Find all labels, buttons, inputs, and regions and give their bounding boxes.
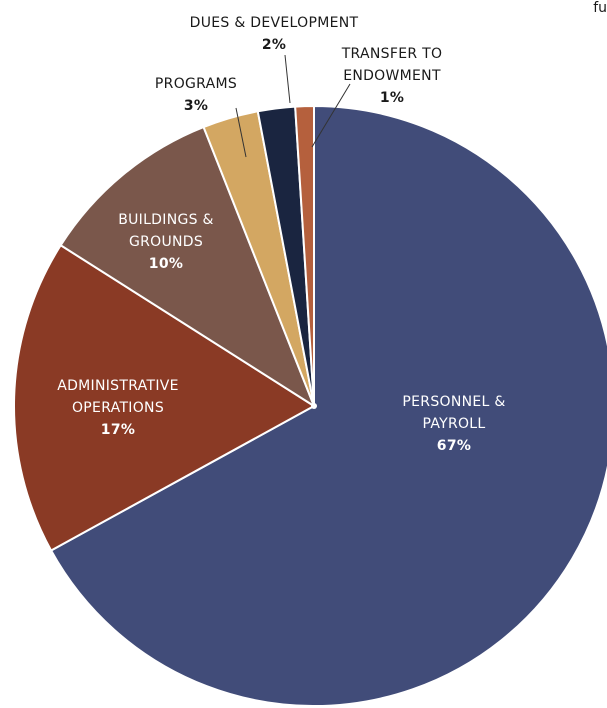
leader-line-3 <box>235 107 247 158</box>
slice-label-3: PROGRAMS 3% <box>155 76 237 114</box>
slice-label-5: TRANSFER TO ENDOWMENT 1% <box>341 46 443 106</box>
pie-slice-5 <box>294 104 315 407</box>
slice-value-5: 1% <box>380 90 404 106</box>
slice-value-2: 10% <box>149 256 183 272</box>
pie-center-dot <box>311 403 317 409</box>
slice-label-0: PERSONNEL & PAYROLL 67% <box>402 394 505 454</box>
leader-line-5 <box>311 83 351 148</box>
slice-value-4: 2% <box>262 37 286 53</box>
slice-value-0: 67% <box>437 438 471 454</box>
slice-value-1: 17% <box>101 422 135 438</box>
pie-slice-0 <box>49 104 607 707</box>
slice-label-4: DUES & DEVELOPMENT 2% <box>190 15 359 53</box>
corner-text-fragment: fu <box>593 0 607 16</box>
slice-label-1: ADMINISTRATIVE OPERATIONS 17% <box>57 378 179 438</box>
slice-label-2: BUILDINGS & GROUNDS 10% <box>118 212 214 272</box>
pie-slice-2 <box>59 125 317 409</box>
pie-slice-1 <box>13 243 316 552</box>
slice-value-3: 3% <box>184 98 208 114</box>
leader-line-4 <box>284 54 291 104</box>
